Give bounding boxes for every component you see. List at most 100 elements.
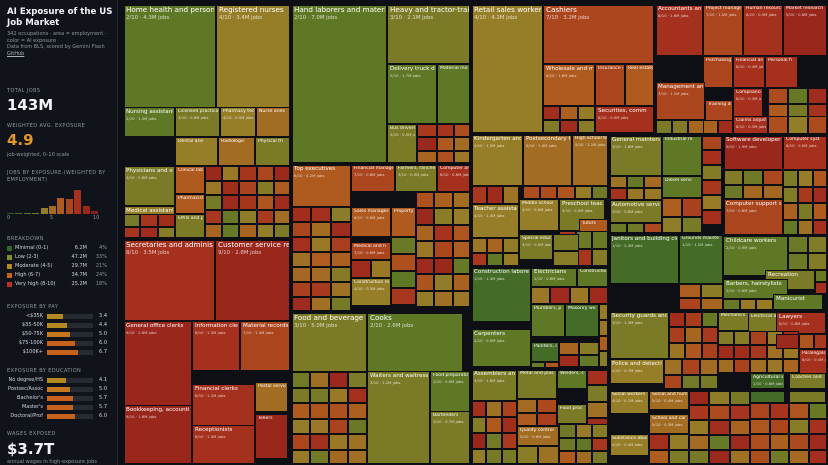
occupation-cell[interactable] <box>452 192 471 209</box>
occupation-cell[interactable] <box>644 223 662 234</box>
occupation-cell[interactable] <box>391 237 416 254</box>
occupation-cell[interactable] <box>311 267 331 282</box>
occupation-cell[interactable] <box>592 451 609 465</box>
occupation-cell[interactable]: Purchasing <box>703 56 733 88</box>
occupation-cell[interactable] <box>291 387 310 403</box>
occupation-cell[interactable]: Postsecondary teachers5/10 · 1.4M jobs <box>523 134 572 186</box>
occupation-cell[interactable] <box>517 399 537 413</box>
occupation-cell[interactable]: Cashiers 7/10 · 3.2M jobs <box>543 4 655 64</box>
occupation-cell[interactable] <box>577 120 595 134</box>
occupation-cell[interactable] <box>709 435 730 450</box>
occupation-cell[interactable] <box>222 195 240 210</box>
occupation-cell[interactable]: Tellers <box>255 414 288 459</box>
occupation-cell[interactable] <box>487 238 503 253</box>
occupation-cell[interactable] <box>609 188 627 200</box>
occupation-cell[interactable] <box>256 195 274 210</box>
occupation-cell[interactable] <box>626 223 645 234</box>
occupation-cell[interactable] <box>559 437 576 452</box>
occupation-cell[interactable] <box>587 369 609 386</box>
occupation-cell[interactable] <box>723 170 743 185</box>
occupation-cell[interactable] <box>729 390 750 405</box>
occupation-cell[interactable] <box>291 222 311 237</box>
occupation-cell[interactable] <box>273 166 291 181</box>
occupation-cell[interactable] <box>588 287 608 304</box>
occupation-cell[interactable] <box>348 372 367 388</box>
occupation-cell[interactable] <box>329 403 348 419</box>
occupation-cell[interactable] <box>291 297 311 312</box>
occupation-cell[interactable] <box>540 186 558 199</box>
occupation-cell[interactable] <box>763 184 783 199</box>
occupation-cell[interactable] <box>669 311 686 327</box>
occupation-cell[interactable]: Financial managers7/10 · 0.8M jobs <box>351 164 395 192</box>
occupation-cell[interactable] <box>331 297 351 312</box>
occupation-cell[interactable] <box>669 449 689 465</box>
occupation-cell[interactable]: Food preparation2/10 · 0.9M jobs <box>430 371 470 415</box>
occupation-cell[interactable] <box>454 150 471 164</box>
occupation-cell[interactable] <box>575 437 593 452</box>
occupation-cell[interactable] <box>256 166 274 181</box>
occupation-cell[interactable] <box>486 449 502 465</box>
occupation-cell[interactable] <box>503 186 519 204</box>
occupation-cell[interactable]: Heavy and tractor-trailer truck drivers3… <box>387 4 471 64</box>
occupation-cell[interactable] <box>437 137 454 151</box>
occupation-cell[interactable] <box>669 343 686 359</box>
occupation-cell[interactable] <box>416 192 435 209</box>
occupation-cell[interactable]: Management analysts7/10 · 1.1M jobs <box>655 82 705 120</box>
occupation-cell[interactable] <box>718 120 733 135</box>
occupation-cell[interactable] <box>750 434 770 450</box>
occupation-cell[interactable] <box>701 311 718 327</box>
occupation-cell[interactable] <box>351 260 371 278</box>
occupation-cell[interactable] <box>671 120 689 135</box>
occupation-cell[interactable]: Pharmacist <box>175 194 205 214</box>
occupation-cell[interactable]: Material mo <box>437 64 471 124</box>
occupation-cell[interactable] <box>157 226 175 239</box>
occupation-cell[interactable] <box>222 166 240 181</box>
occupation-cell[interactable]: General office clerks 9/10 · 2.6M jobs <box>123 321 192 409</box>
occupation-cell[interactable] <box>452 290 471 307</box>
occupation-cell[interactable] <box>291 207 311 222</box>
occupation-cell[interactable] <box>783 219 798 236</box>
occupation-cell[interactable] <box>310 449 329 465</box>
occupation-cell[interactable] <box>734 359 751 373</box>
occupation-cell[interactable] <box>813 170 828 187</box>
occupation-cell[interactable] <box>709 390 730 405</box>
occupation-cell[interactable] <box>371 260 391 278</box>
occupation-cell[interactable]: Hand laborers and material movers2/10 · … <box>291 4 387 164</box>
occupation-cell[interactable] <box>789 449 809 465</box>
occupation-cell[interactable] <box>434 224 453 242</box>
occupation-cell[interactable]: Radiologic <box>218 137 255 166</box>
occupation-cell[interactable] <box>575 424 593 438</box>
occupation-cell[interactable] <box>575 451 593 465</box>
occupation-cell[interactable] <box>471 417 487 433</box>
occupation-cell[interactable] <box>545 362 559 369</box>
occupation-cell[interactable] <box>311 282 331 297</box>
occupation-cell[interactable]: Construction m 4/10 · 0.5M jobs <box>351 278 391 306</box>
occupation-cell[interactable]: School and car 5/10 · 0.3M jobs <box>649 414 689 434</box>
occupation-cell[interactable] <box>702 210 723 225</box>
occupation-cell[interactable] <box>609 223 627 234</box>
occupation-cell[interactable] <box>416 257 435 275</box>
occupation-cell[interactable] <box>543 106 561 120</box>
occupation-cell[interactable] <box>311 297 331 312</box>
occupation-cell[interactable]: Licensed practical 3/10 · 0.6M jobs <box>175 107 220 137</box>
occupation-cell[interactable] <box>531 362 545 369</box>
occupation-cell[interactable] <box>768 88 788 104</box>
occupation-cell[interactable] <box>311 252 331 267</box>
occupation-cell[interactable]: Automotive service3/10 · 0.8M jobs <box>609 200 662 223</box>
occupation-cell[interactable]: Diesel servi <box>662 176 702 198</box>
occupation-cell[interactable]: Customer service representatives9/10 · 2… <box>215 239 291 321</box>
occupation-cell[interactable]: Masonry wo <box>565 304 599 337</box>
occupation-cell[interactable] <box>239 195 257 210</box>
occupation-cell[interactable]: Delivery truck driver2/10 · 1.7M jobs <box>387 64 437 124</box>
occupation-cell[interactable] <box>416 241 435 258</box>
occupation-cell[interactable] <box>769 434 789 450</box>
occupation-cell[interactable] <box>273 209 291 225</box>
occupation-cell[interactable] <box>543 120 561 134</box>
occupation-cell[interactable] <box>813 203 828 220</box>
occupation-cell[interactable] <box>769 403 789 419</box>
occupation-cell[interactable] <box>348 449 367 465</box>
occupation-cell[interactable] <box>743 170 763 185</box>
occupation-cell[interactable] <box>291 282 311 297</box>
occupation-cell[interactable]: Social and hum 5/10 · 0.4M jobs <box>649 390 689 410</box>
occupation-cell[interactable]: Bookkeeping, accounting 9/10 · 1.6M jobs <box>123 405 192 465</box>
